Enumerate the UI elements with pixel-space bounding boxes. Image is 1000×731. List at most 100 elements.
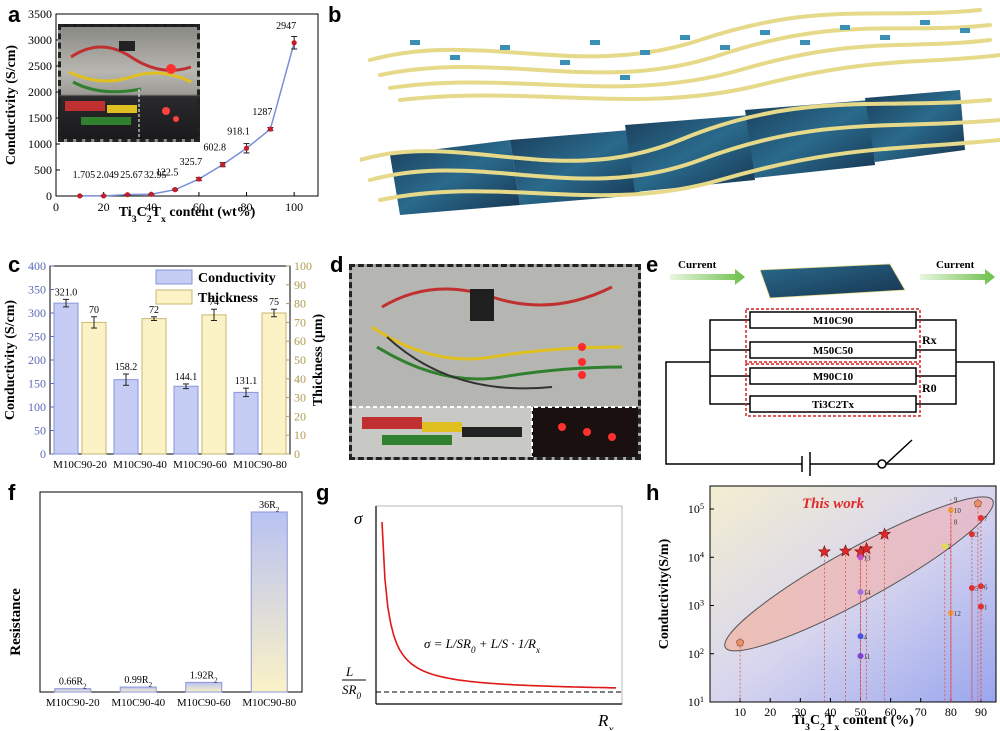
- reference-number: 4: [864, 633, 868, 641]
- x-tick-label: 60: [193, 200, 205, 214]
- category-label: M10C90-80: [242, 697, 296, 709]
- category-label: M10C90-20: [53, 459, 107, 471]
- bar-conductivity: [233, 391, 259, 455]
- chart-a-conductivity-vs-content: 0 500 1000 1500 2000 2500 3000 3500 0 20 40 60 80 100…: [4, 7, 319, 225]
- bar-thickness: [201, 314, 227, 455]
- current-label-right: Current: [936, 259, 975, 271]
- category-label: M10C90-40: [111, 697, 165, 709]
- x-tick-label: 20: [764, 705, 776, 719]
- bar-label-thickness: 72: [149, 305, 159, 316]
- data-label: 32.95: [144, 170, 167, 181]
- bar-label-thickness: 70: [89, 305, 99, 316]
- y-tick-label: 2500: [28, 59, 52, 73]
- data-label: 2947: [276, 21, 296, 32]
- marker-reference: [947, 507, 954, 514]
- legend-swatch: [155, 269, 193, 285]
- x-tick-label: 10: [734, 705, 746, 719]
- resistor-label-3: Ti3C2Tx: [812, 399, 854, 411]
- plot-frame: [39, 491, 303, 693]
- marker-this-work: [878, 527, 892, 540]
- current-label-left: Current: [678, 259, 717, 271]
- reference-number: 6: [984, 583, 988, 591]
- asymptote-label-denominator: SR0: [342, 682, 361, 701]
- panel-label-e: e: [646, 252, 659, 277]
- x-axis-label: Rx: [597, 711, 614, 730]
- bar-label-conductivity: 131.1: [235, 376, 258, 387]
- rx-label: Rx: [922, 333, 937, 347]
- r0-group-box: [745, 363, 921, 417]
- marker-reference: [857, 554, 864, 561]
- data-point: [220, 162, 226, 168]
- data-point: [291, 40, 297, 46]
- y-right-tick-label: 10: [294, 428, 306, 442]
- x-tick-label: 60: [885, 705, 897, 719]
- x-tick-label: 0: [53, 200, 59, 214]
- marker-reference: [857, 589, 864, 596]
- legend-label: Conductivity: [198, 271, 276, 286]
- x-axis-label: Ti3C2Tx content (%): [792, 713, 914, 730]
- data-label: 325.7: [180, 157, 203, 168]
- bar-label-conductivity: 144.1: [175, 372, 198, 383]
- panel-label-f: f: [8, 480, 16, 505]
- bar-label: 1.92R2: [190, 670, 218, 684]
- schematic-fiber-nanosheet-network: [360, 8, 1000, 215]
- chart-c-conductivity-thickness-bars: 0 50 100 150 200 250 300 350 400 0 10 20 30 40 50 60 70 8…: [3, 259, 326, 471]
- data-point: [124, 192, 131, 198]
- category-label: M10C90-60: [173, 459, 227, 471]
- y-tick-label: 1500: [28, 111, 52, 125]
- bar-thickness: [261, 312, 287, 455]
- y-tick-label: 1000: [28, 137, 52, 151]
- data-point: [148, 191, 154, 197]
- x-tick-label: 80: [241, 200, 253, 214]
- y-right-tick-label: 80: [294, 297, 306, 311]
- y-right-tick-label: 0: [294, 447, 300, 461]
- y-tick-label: 150: [28, 377, 46, 391]
- y-tick-label: 2000: [28, 85, 52, 99]
- y-tick-label: 103: [688, 598, 704, 613]
- y-tick-label: 500: [34, 163, 52, 177]
- bar-label-thickness: 74: [209, 297, 219, 308]
- data-point: [196, 176, 202, 182]
- reference-number: 13: [864, 554, 872, 562]
- y-tick-label: 3500: [28, 7, 52, 21]
- current-arrow-right: Current: [920, 259, 995, 285]
- data-point: [243, 145, 250, 151]
- y-tick-label: 105: [688, 502, 704, 517]
- marker-reference: [941, 543, 948, 550]
- reference-number: 2: [948, 543, 952, 551]
- x-tick-label: 70: [915, 705, 927, 719]
- circuit-wires: [665, 319, 995, 476]
- switch-icon: [877, 459, 887, 469]
- asymptote-label: L: [345, 664, 353, 679]
- bar-thickness: [141, 318, 167, 455]
- bar-conductivity: [113, 379, 139, 455]
- bar-label: 36R2: [259, 500, 280, 514]
- data-label: 25.67: [120, 170, 143, 181]
- y-tick-label: 102: [688, 646, 704, 661]
- bar-resistance: [250, 511, 288, 693]
- schematic-parallel-circuit: Current Current M10C90 M50C50 M90C10 Ti3…: [665, 259, 995, 476]
- y-tick-label: 100: [28, 400, 46, 414]
- y-right-tick-label: 20: [294, 409, 306, 423]
- y-right-tick-label: 50: [294, 353, 306, 367]
- bottom-fiber-layer: [360, 98, 1000, 202]
- data-label: 2.049: [96, 170, 119, 181]
- reference-number: 9: [954, 496, 958, 504]
- bar-label-conductivity: 158.2: [115, 362, 138, 373]
- y-tick-label: 300: [28, 306, 46, 320]
- y-tick-label: 400: [28, 259, 46, 273]
- y-tick-label: 250: [28, 330, 46, 344]
- y-axis-label: Resistance: [8, 588, 24, 656]
- panel-label-g: g: [316, 480, 330, 505]
- category-label: M10C90-80: [233, 459, 287, 471]
- x-tick-label: 80: [945, 705, 957, 719]
- equation: σ = L/SR0 + L/S · 1/Rx: [424, 636, 540, 655]
- data-label: 918.1: [227, 126, 250, 137]
- marker-this-work: [860, 541, 874, 555]
- marker-reference: [977, 603, 984, 610]
- inset-circuit-drawing-icon: [65, 41, 192, 139]
- bar-resistance: [185, 681, 223, 693]
- resistor-label-2: M90C10: [813, 371, 854, 383]
- category-label: M10C90-40: [113, 459, 167, 471]
